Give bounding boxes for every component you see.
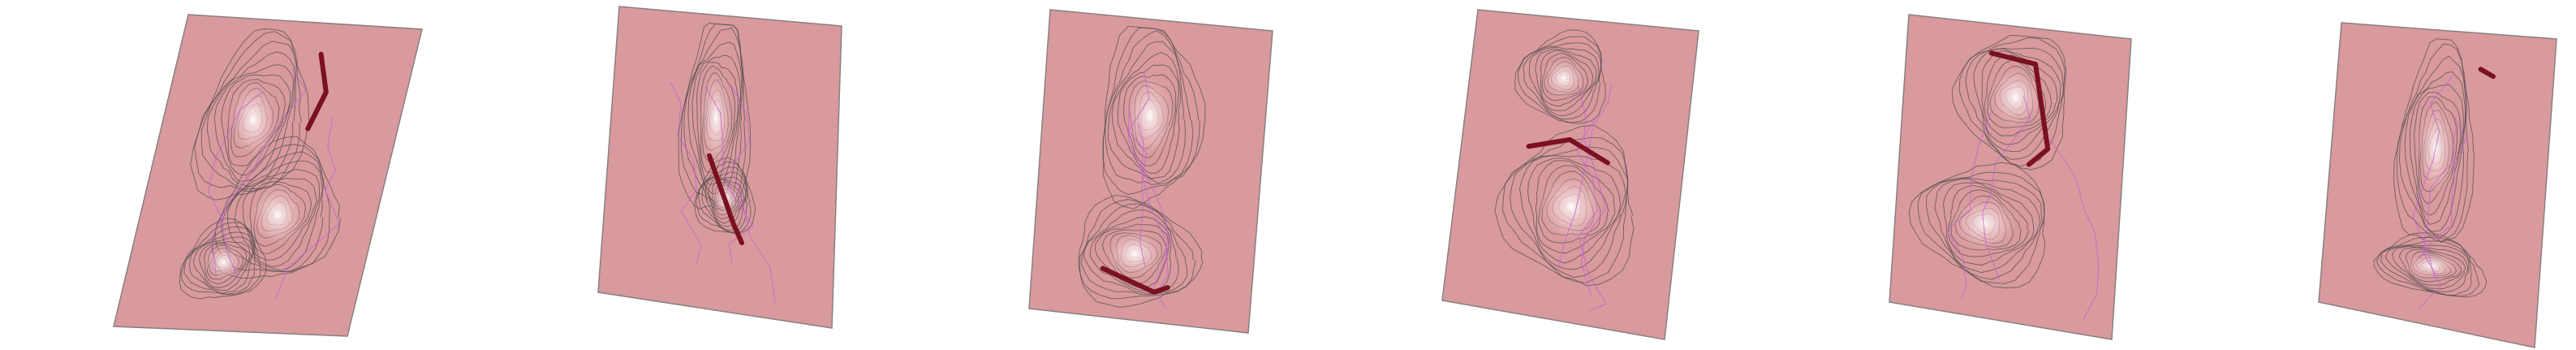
- terrain-plane-icon: [1028, 9, 1273, 334]
- ridge-edge-icon: [1988, 50, 2051, 167]
- terrain-panel-2: [429, 0, 859, 350]
- terrain-plot: [1441, 9, 1699, 340]
- terrain-plane-icon: [113, 14, 423, 337]
- highlight-glow-icon: [203, 78, 307, 281]
- highlight-glow-icon: [1949, 63, 2045, 253]
- trace-lines-icon: [2412, 76, 2466, 309]
- ridge-edge-icon: [2478, 67, 2496, 80]
- ridge-edge-icon: [1100, 266, 1170, 295]
- trace-lines-icon: [1557, 83, 1613, 312]
- highlight-glow-icon: [1536, 55, 1607, 244]
- terrain-plot: [113, 14, 423, 337]
- terrain-plot: [1889, 14, 2132, 340]
- terrain-plot: [597, 6, 842, 329]
- ridge-edge-icon: [707, 153, 744, 245]
- terrain-panel-1: [0, 0, 429, 350]
- terrain-plot: [1028, 9, 1273, 334]
- terrain-panel-3: [859, 0, 1288, 350]
- terrain-plot: [2318, 22, 2557, 348]
- terrain-panel-5: [1717, 0, 2147, 350]
- ridge-edge-icon: [1526, 136, 1610, 166]
- trace-lines-icon: [207, 68, 340, 300]
- trace-lines-icon: [670, 82, 776, 303]
- trace-lines-icon: [1945, 95, 2100, 320]
- ridge-edge-icon: [305, 51, 329, 132]
- terrain-panel-6: [2147, 0, 2576, 350]
- terrain-panel-4: [1288, 0, 1717, 350]
- highlight-glow-icon: [1102, 71, 1176, 280]
- terrain-plane-icon: [1889, 14, 2132, 340]
